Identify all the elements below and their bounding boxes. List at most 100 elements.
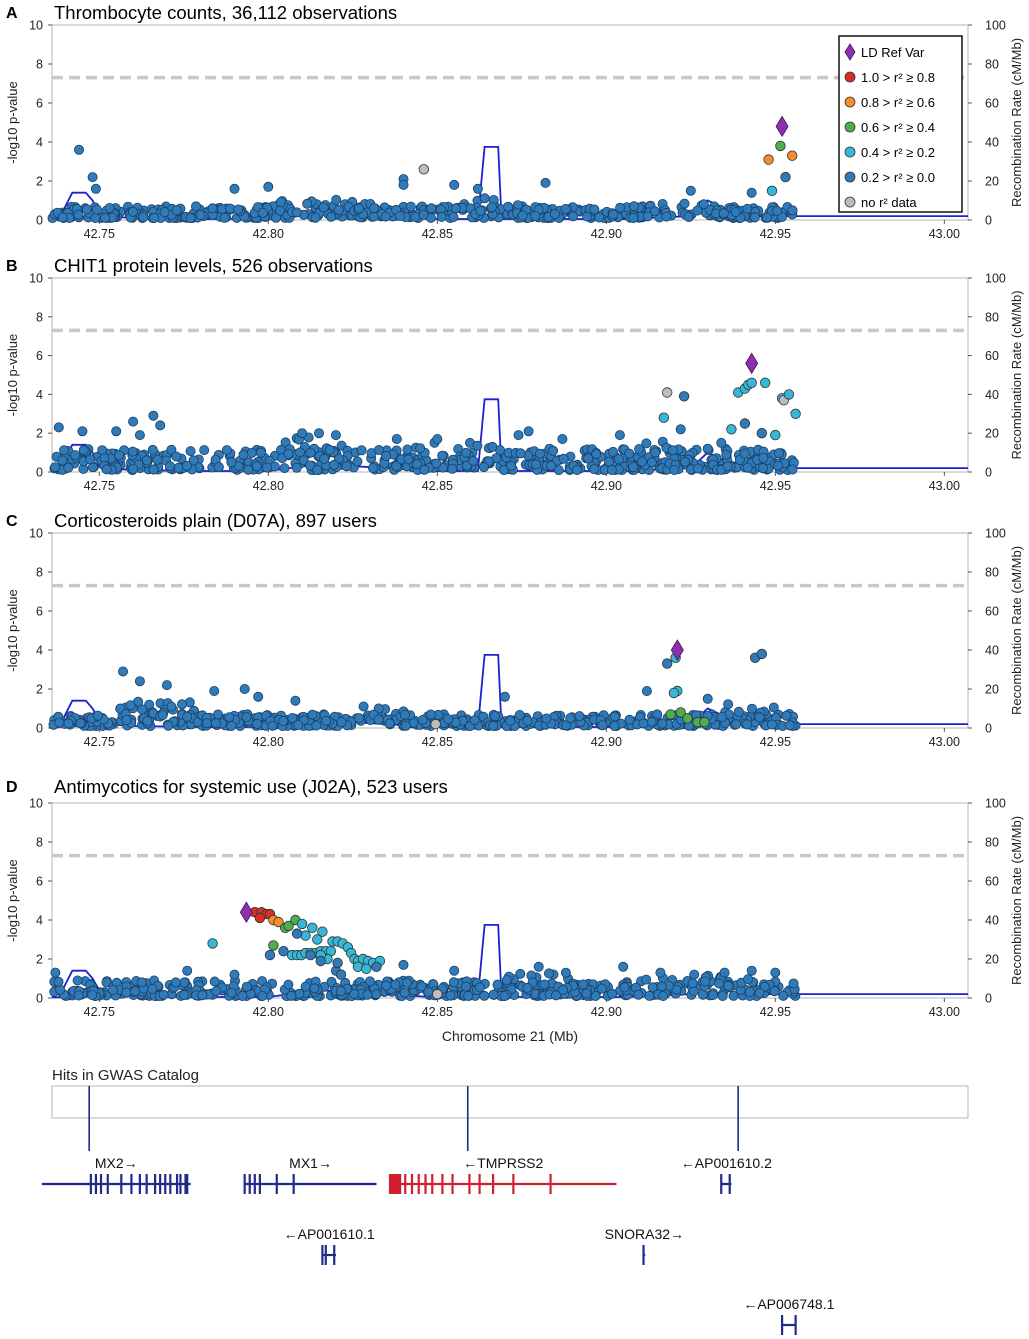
y2-axis-label: Recombination Rate (cM/Mb) bbox=[1009, 816, 1024, 985]
data-point-background bbox=[403, 454, 414, 465]
data-point-background bbox=[226, 457, 237, 468]
gwas-catalog-track: Hits in GWAS Catalog bbox=[51, 1067, 969, 1151]
y-tick-label: 0 bbox=[36, 466, 43, 480]
y2-tick-label: 80 bbox=[985, 310, 999, 324]
data-point-background bbox=[449, 179, 460, 190]
data-point-background bbox=[253, 691, 264, 702]
data-point-background bbox=[475, 205, 486, 216]
data-point-background bbox=[138, 212, 149, 223]
data-point-background bbox=[700, 976, 711, 987]
data-point-background bbox=[380, 450, 391, 461]
data-point-background bbox=[155, 420, 166, 431]
data-point-r00 bbox=[335, 969, 347, 980]
data-point-background bbox=[469, 715, 480, 726]
gene-track: MX2→ MX1→ ←TMPRSS2 ←AP001610.2 ←AP001610.1 SN… bbox=[41, 1155, 835, 1335]
gene-mx2: MX2→ bbox=[41, 1155, 191, 1194]
data-point-background bbox=[224, 712, 235, 723]
data-point-background bbox=[591, 449, 602, 460]
y-tick-label: 0 bbox=[36, 992, 43, 1006]
data-point-r04 bbox=[268, 940, 279, 951]
data-point-background bbox=[182, 711, 193, 722]
data-point-background bbox=[781, 710, 792, 721]
data-point-background bbox=[515, 968, 526, 979]
data-point-background bbox=[533, 961, 544, 972]
data-point-background bbox=[243, 464, 254, 475]
data-point-background bbox=[472, 440, 483, 451]
data-point-background bbox=[166, 444, 177, 455]
data-point-background bbox=[548, 445, 559, 456]
data-point-background bbox=[181, 460, 192, 471]
data-point-background bbox=[197, 990, 208, 1001]
lead-variant-diamond bbox=[239, 901, 253, 923]
data-point-background bbox=[141, 455, 152, 466]
data-point-background bbox=[50, 967, 61, 978]
data-point-background bbox=[341, 461, 352, 472]
panel-B: B CHIT1 protein levels, 526 observations 0… bbox=[5, 255, 1024, 493]
data-point-background bbox=[762, 212, 773, 223]
data-point-background bbox=[73, 990, 84, 1001]
data-point-background bbox=[784, 720, 795, 731]
data-point-background bbox=[757, 463, 768, 474]
data-point-background bbox=[426, 203, 437, 214]
data-point-background bbox=[161, 680, 172, 691]
data-point-background bbox=[746, 965, 757, 976]
data-point-background bbox=[716, 437, 727, 448]
data-point-background bbox=[461, 447, 472, 458]
x-tick-label: 42.80 bbox=[253, 479, 284, 493]
data-point-background bbox=[417, 715, 428, 726]
data-point-background bbox=[286, 990, 297, 1001]
legend-label: LD Ref Var bbox=[861, 45, 925, 60]
data-point-background bbox=[589, 204, 600, 215]
data-point-background bbox=[744, 987, 755, 998]
data-point-background bbox=[641, 686, 652, 697]
y-tick-label: 10 bbox=[29, 272, 43, 286]
data-point-background bbox=[733, 706, 744, 717]
data-point-background bbox=[669, 464, 680, 475]
y-tick-label: 2 bbox=[36, 683, 43, 697]
x-tick-label: 43.00 bbox=[929, 1005, 960, 1019]
legend-label: 1.0 > r² ≥ 0.8 bbox=[861, 70, 935, 85]
data-point-background bbox=[418, 209, 429, 220]
data-point-r02 bbox=[300, 930, 311, 941]
y-tick-label: 10 bbox=[29, 797, 43, 811]
data-point-background bbox=[689, 969, 700, 980]
data-point-background bbox=[291, 207, 302, 218]
data-point-background bbox=[92, 204, 103, 215]
data-point-background bbox=[128, 416, 139, 427]
data-point-background bbox=[152, 454, 163, 465]
data-point-background bbox=[544, 968, 555, 979]
data-point-background bbox=[787, 464, 798, 475]
y-axis-label: -log10 p-value bbox=[5, 859, 20, 941]
data-point-r06 bbox=[763, 154, 774, 165]
data-point-r02 bbox=[790, 408, 801, 420]
data-point-background bbox=[283, 448, 294, 459]
y2-tick-label: 20 bbox=[985, 427, 999, 441]
data-point-background bbox=[683, 211, 694, 222]
data-point-r00 bbox=[305, 949, 316, 961]
data-point-background bbox=[641, 438, 652, 449]
data-point-background bbox=[246, 447, 257, 458]
y-tick-label: 4 bbox=[36, 136, 43, 150]
x-tick-label: 42.75 bbox=[84, 227, 115, 241]
data-point-background bbox=[114, 450, 125, 461]
y-tick-label: 6 bbox=[36, 97, 43, 111]
data-point-background bbox=[326, 976, 337, 987]
data-point-r02 bbox=[317, 926, 328, 937]
highlighted-points bbox=[418, 115, 798, 197]
data-point-background bbox=[624, 448, 635, 459]
data-point-background bbox=[50, 462, 61, 473]
data-point-background bbox=[721, 449, 732, 460]
y2-tick-label: 100 bbox=[985, 19, 1006, 33]
data-point-r00 bbox=[780, 171, 791, 183]
data-point-background bbox=[400, 720, 411, 731]
data-point-background bbox=[758, 452, 769, 463]
data-point-background bbox=[304, 460, 315, 471]
data-point-r02 bbox=[770, 429, 781, 441]
data-point-background bbox=[644, 990, 655, 1001]
data-point-background bbox=[539, 979, 550, 990]
data-point-background bbox=[75, 718, 86, 729]
y2-tick-label: 100 bbox=[985, 527, 1006, 541]
data-point-none bbox=[430, 718, 441, 730]
plot-frame bbox=[51, 24, 969, 221]
data-point-background bbox=[675, 424, 686, 435]
